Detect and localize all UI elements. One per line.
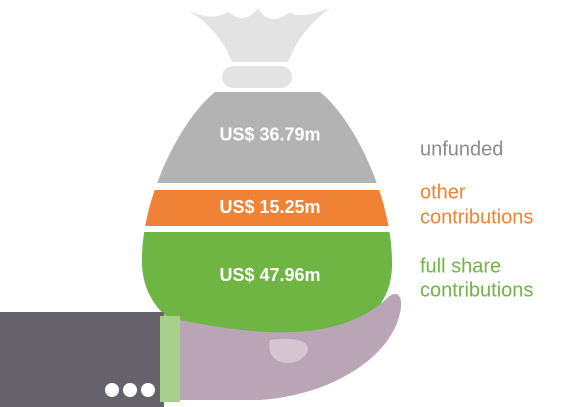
sleeve bbox=[0, 312, 164, 407]
legend-label: other bbox=[420, 181, 466, 203]
legend-label: contributions bbox=[420, 206, 533, 228]
segment-label: US$ 15.25m bbox=[219, 197, 320, 217]
button bbox=[105, 383, 119, 397]
segment bbox=[141, 190, 393, 226]
button bbox=[123, 383, 137, 397]
segment-label: US$ 36.79m bbox=[219, 124, 320, 144]
legend-label: contributions bbox=[420, 279, 533, 301]
button bbox=[141, 383, 155, 397]
thumb bbox=[269, 338, 309, 364]
bag-neck bbox=[222, 66, 292, 88]
cuff bbox=[160, 316, 180, 402]
legend-label: unfunded bbox=[420, 138, 503, 160]
bag-knot bbox=[188, 8, 330, 62]
segment-label: US$ 47.96m bbox=[219, 265, 320, 285]
legend-label: full share bbox=[420, 255, 501, 277]
